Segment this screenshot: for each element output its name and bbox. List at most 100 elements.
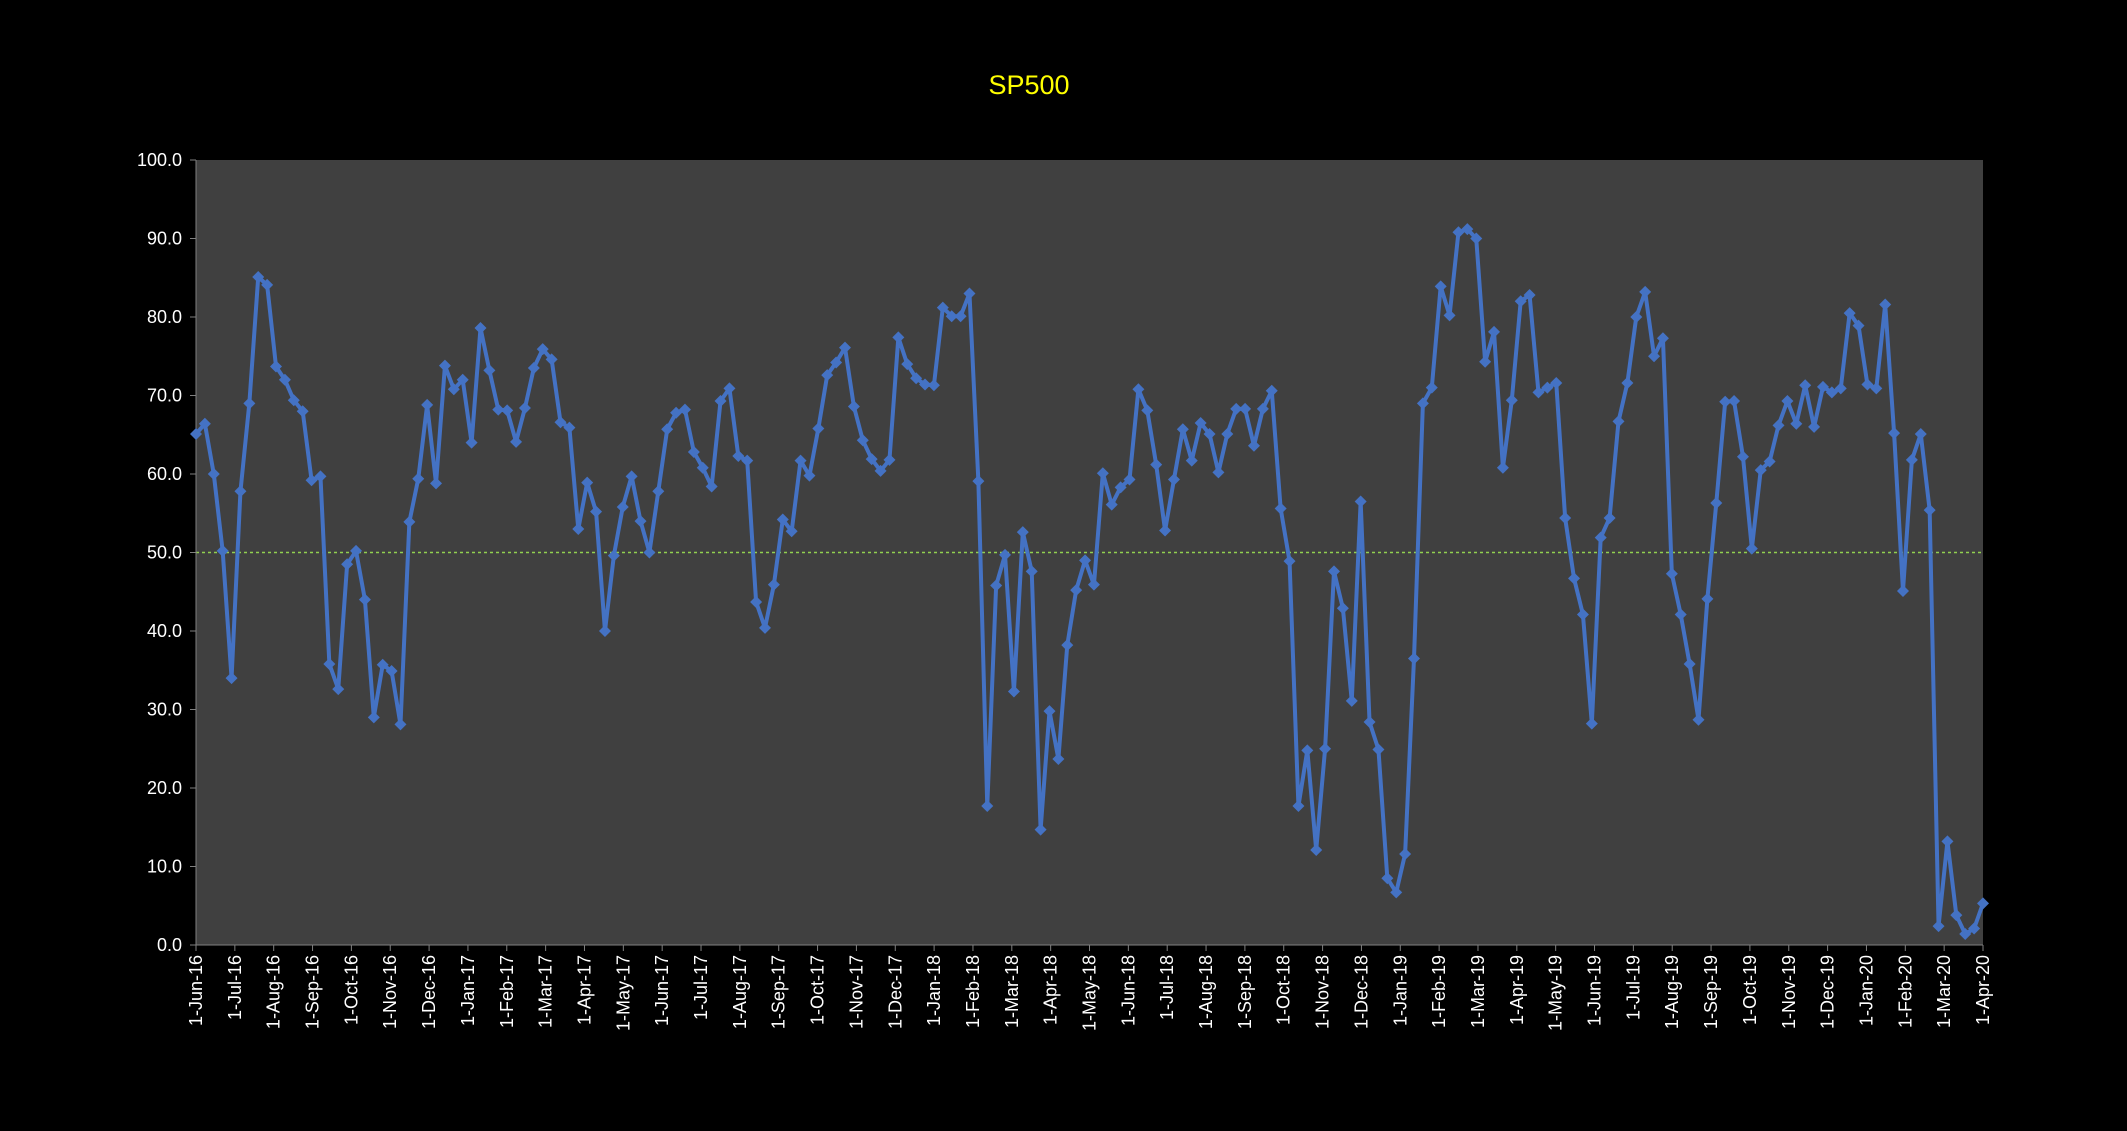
- x-tick-label: 1-Nov-16: [380, 955, 400, 1029]
- data-point: [1363, 716, 1376, 729]
- data-point: [358, 593, 371, 606]
- data-point: [945, 310, 958, 323]
- data-point: [501, 404, 514, 417]
- data-point: [1354, 495, 1367, 508]
- data-point: [216, 544, 229, 557]
- data-point: [1425, 381, 1438, 394]
- data-point: [1496, 461, 1509, 474]
- x-tick-label: 1-Aug-17: [730, 955, 750, 1029]
- x-tick-label: 1-Apr-17: [574, 955, 594, 1025]
- y-tick-label: 90.0: [147, 229, 182, 249]
- data-point: [1745, 542, 1758, 555]
- x-tick-label: 1-Feb-17: [497, 955, 517, 1028]
- data-point: [999, 548, 1012, 561]
- data-point: [1452, 226, 1465, 239]
- data-point: [323, 657, 336, 670]
- data-point: [936, 301, 949, 314]
- data-point: [581, 476, 594, 489]
- data-point: [545, 353, 558, 366]
- data-point: [1621, 376, 1634, 389]
- data-point: [1968, 922, 1981, 935]
- x-tick-label: 1-Aug-19: [1662, 955, 1682, 1029]
- data-point: [1728, 394, 1741, 407]
- data-point: [527, 362, 540, 375]
- x-tick-label: 1-Feb-18: [963, 955, 983, 1028]
- data-point: [1256, 402, 1269, 415]
- data-point: [430, 477, 443, 490]
- data-point: [1461, 223, 1474, 236]
- data-point: [1799, 379, 1812, 392]
- data-point: [732, 449, 745, 462]
- data-point: [1648, 350, 1661, 363]
- data-point: [1327, 565, 1340, 578]
- y-tick-label: 80.0: [147, 307, 182, 327]
- data-point: [1310, 844, 1323, 857]
- data-point: [536, 343, 549, 356]
- data-point: [670, 406, 683, 419]
- data-point: [1372, 743, 1385, 756]
- x-tick-label: 1-Jun-17: [652, 955, 672, 1026]
- data-point: [1505, 394, 1518, 407]
- data-point: [234, 485, 247, 498]
- data-point: [332, 683, 345, 696]
- data-point: [883, 453, 896, 466]
- data-point: [1434, 280, 1447, 293]
- data-point: [1301, 744, 1314, 757]
- data-point: [696, 461, 709, 474]
- y-tick-label: 10.0: [147, 857, 182, 877]
- data-point: [750, 595, 763, 608]
- data-point: [1087, 578, 1100, 591]
- data-point: [563, 421, 576, 434]
- x-tick-label: 1-Nov-19: [1779, 955, 1799, 1029]
- data-point: [1034, 823, 1047, 836]
- data-point: [892, 331, 905, 344]
- data-point: [1399, 847, 1412, 860]
- data-point: [1247, 439, 1260, 452]
- data-point: [1959, 928, 1972, 941]
- data-point: [776, 513, 789, 526]
- data-point: [1852, 319, 1865, 332]
- data-point: [438, 359, 451, 372]
- data-point: [1514, 295, 1527, 308]
- data-point: [252, 270, 265, 283]
- data-point: [1345, 694, 1358, 707]
- x-tick-label: 1-Nov-18: [1313, 955, 1333, 1029]
- data-point: [1594, 531, 1607, 544]
- data-point: [225, 672, 238, 685]
- y-tick-label: 0.0: [157, 935, 182, 955]
- data-point: [198, 417, 211, 430]
- data-point: [492, 403, 505, 416]
- data-point: [803, 469, 816, 482]
- x-tick-label: 1-Sep-17: [769, 955, 789, 1029]
- data-point: [1292, 800, 1305, 813]
- data-point: [1870, 382, 1883, 395]
- x-tick-label: 1-Jul-17: [691, 955, 711, 1020]
- x-tick-label: 1-May-18: [1080, 955, 1100, 1031]
- data-point: [270, 360, 283, 373]
- x-tick-label: 1-Nov-17: [846, 955, 866, 1029]
- x-tick-label: 1-Oct-16: [341, 955, 361, 1025]
- data-point: [1896, 584, 1909, 597]
- data-point: [1141, 404, 1154, 417]
- data-point: [972, 475, 985, 488]
- data-point: [1941, 835, 1954, 848]
- data-point: [625, 470, 638, 483]
- data-point: [287, 394, 300, 407]
- data-point: [1550, 376, 1563, 389]
- data-point: [394, 718, 407, 731]
- data-point: [927, 379, 940, 392]
- data-point: [723, 382, 736, 395]
- data-point: [421, 398, 434, 411]
- x-tick-label: 1-Feb-19: [1429, 955, 1449, 1028]
- data-point: [1016, 526, 1029, 539]
- data-point: [1523, 289, 1536, 302]
- data-point: [1319, 742, 1332, 755]
- data-point: [1007, 685, 1020, 698]
- data-point: [901, 358, 914, 371]
- data-point: [483, 364, 496, 377]
- data-point: [839, 341, 852, 354]
- data-point: [1381, 872, 1394, 885]
- data-point: [1443, 309, 1456, 322]
- x-tick-label: 1-Aug-16: [264, 955, 284, 1029]
- x-tick-label: 1-Sep-19: [1701, 955, 1721, 1029]
